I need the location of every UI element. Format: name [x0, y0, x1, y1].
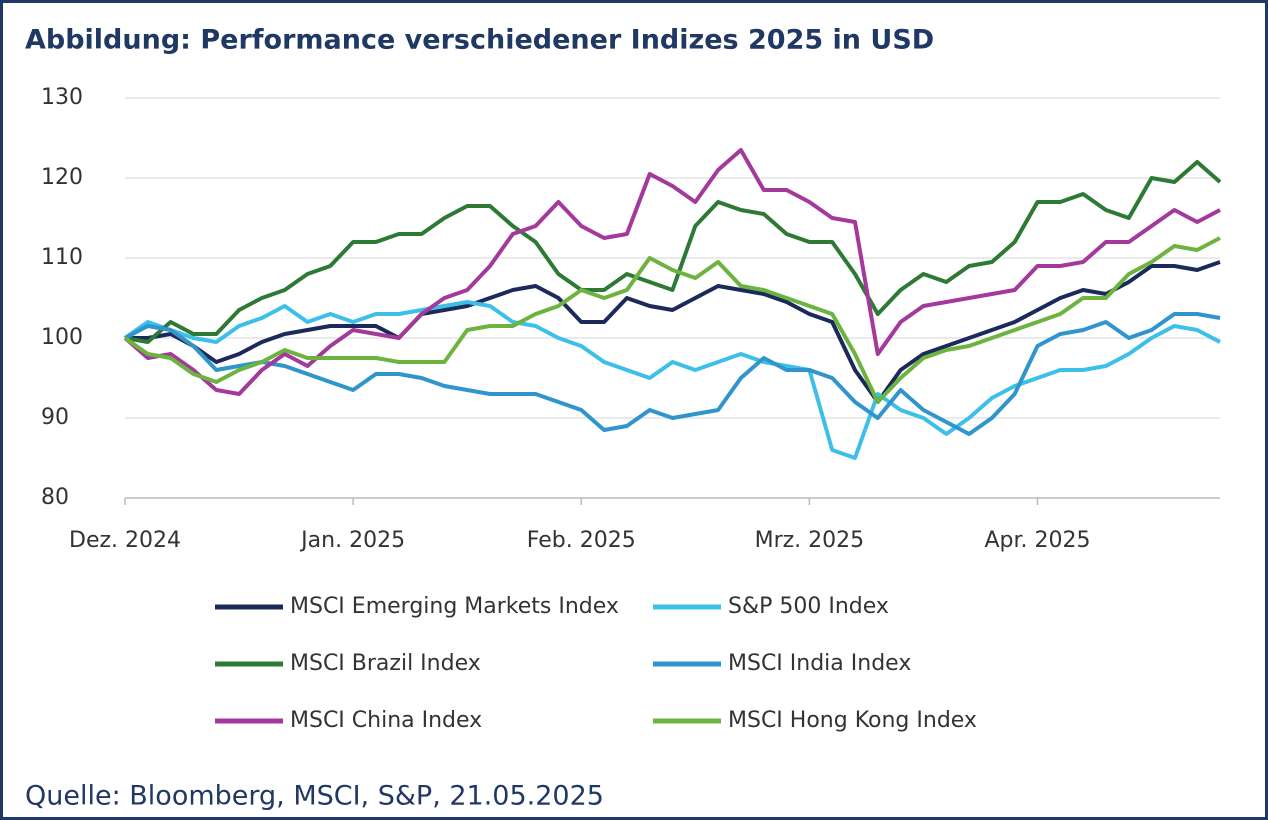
legend-label: S&P 500 Index	[728, 594, 889, 619]
legend-label: MSCI Hong Kong Index	[728, 708, 977, 733]
legend-label: MSCI Brazil Index	[290, 651, 481, 676]
x-tick-label: Apr. 2025	[984, 528, 1090, 553]
chart-title: Abbildung: Performance verschiedener Ind…	[25, 25, 934, 56]
series-line	[123, 300, 1221, 460]
series-line	[123, 148, 1221, 396]
chart: Abbildung: Performance verschiedener Ind…	[25, 25, 1222, 812]
x-tick-label: Dez. 2024	[69, 528, 181, 553]
series-line	[123, 236, 1221, 404]
y-tick-label: 110	[41, 245, 83, 270]
legend-label: MSCI Emerging Markets Index	[290, 594, 619, 619]
x-tick-label: Jan. 2025	[299, 528, 405, 553]
x-tick-label: Feb. 2025	[527, 528, 636, 553]
legend-label: MSCI China Index	[290, 708, 482, 733]
y-tick-label: 130	[41, 85, 83, 110]
series-line	[124, 160, 1222, 344]
y-tick-label: 120	[41, 165, 83, 190]
source-note: Quelle: Bloomberg, MSCI, S&P, 21.05.2025	[25, 781, 604, 812]
series-line	[125, 260, 1221, 404]
x-tick-label: Mrz. 2025	[755, 528, 865, 553]
y-tick-label: 90	[41, 405, 69, 430]
y-tick-label: 100	[41, 325, 83, 350]
series-line	[124, 312, 1221, 436]
legend-label: MSCI India Index	[728, 651, 911, 676]
y-tick-label: 80	[41, 485, 69, 510]
